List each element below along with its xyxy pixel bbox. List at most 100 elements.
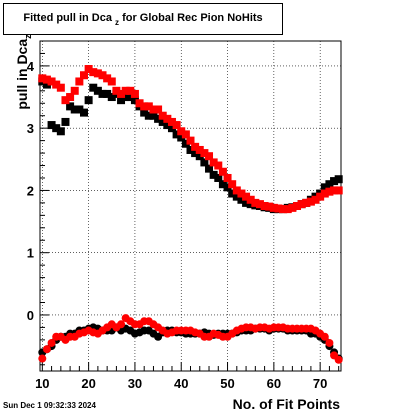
data-point: [38, 74, 47, 83]
data-point: [186, 136, 195, 145]
data-point: [117, 89, 126, 98]
data-point: [242, 198, 251, 207]
data-point: [93, 69, 102, 78]
data-point: [103, 74, 112, 83]
data-point: [42, 75, 51, 84]
data-point: [283, 205, 292, 214]
y-tick-label: 4: [27, 59, 35, 74]
data-point: [167, 117, 176, 126]
x-tick-label: 70: [313, 376, 327, 391]
x-axis-label: No. of Fit Points: [232, 396, 340, 412]
data-point: [154, 114, 163, 123]
data-point: [149, 105, 158, 114]
data-point: [228, 180, 237, 189]
data-point: [126, 93, 135, 102]
title-box: Fitted pull in Dca z for Global Rec Pion…: [3, 3, 283, 35]
data-point: [158, 111, 167, 120]
data-point: [237, 195, 246, 204]
data-point: [98, 71, 107, 80]
data-point: [320, 332, 329, 341]
data-point: [181, 130, 190, 139]
data-point: [279, 205, 288, 214]
data-point: [274, 204, 283, 213]
data-point: [66, 93, 75, 102]
data-point: [242, 192, 251, 201]
title-subscript: z: [115, 17, 120, 27]
data-point: [89, 68, 98, 77]
data-point: [325, 180, 334, 189]
data-point: [163, 114, 172, 123]
data-point: [320, 189, 329, 198]
data-point: [334, 355, 343, 364]
data-point: [228, 189, 237, 198]
data-point: [117, 96, 126, 105]
data-point: [140, 102, 149, 111]
data-point: [75, 77, 84, 86]
data-point: [191, 142, 200, 151]
data-point: [107, 93, 116, 102]
data-point: [121, 86, 130, 95]
data-point: [89, 83, 98, 92]
data-point: [144, 102, 153, 111]
data-point: [149, 111, 158, 120]
data-point: [246, 195, 255, 204]
data-point: [84, 96, 93, 105]
data-point: [195, 152, 204, 161]
data-point: [320, 183, 329, 192]
data-point: [167, 124, 176, 133]
data-point: [205, 152, 214, 161]
data-point: [200, 158, 209, 167]
data-point: [260, 202, 269, 210]
y-tick-label: 0: [27, 308, 34, 323]
data-point: [214, 173, 223, 182]
data-point: [269, 203, 278, 212]
x-tick-label: 30: [128, 376, 142, 391]
data-point: [218, 167, 227, 176]
data-point: [61, 96, 70, 105]
data-point: [135, 99, 144, 108]
data-point: [130, 96, 139, 105]
data-point: [177, 127, 186, 136]
data-point: [61, 117, 70, 126]
data-point: [172, 130, 181, 139]
data-point: [311, 195, 320, 204]
data-point: [334, 186, 343, 195]
y-tick-label: 3: [27, 121, 34, 136]
title-suffix: for Global Rec Pion NoHits: [119, 11, 263, 24]
data-point: [209, 158, 218, 167]
data-point: [223, 173, 232, 182]
data-point: [191, 149, 200, 158]
data-point: [316, 192, 325, 201]
data-point: [52, 80, 61, 89]
data-point: [265, 202, 274, 211]
data-point: [75, 105, 84, 114]
data-point: [70, 105, 79, 114]
data-point: [195, 145, 204, 154]
data-point: [117, 320, 126, 329]
data-point: [98, 89, 107, 98]
data-point: [237, 189, 246, 198]
x-tick-label: 60: [267, 376, 281, 391]
data-point: [158, 117, 167, 126]
data-point: [163, 121, 172, 130]
data-point: [232, 186, 241, 195]
data-point: [288, 203, 297, 212]
data-point: [126, 86, 135, 95]
data-point: [66, 102, 75, 111]
data-point: [38, 354, 47, 363]
data-point: [42, 345, 51, 354]
data-point: [79, 108, 88, 117]
data-point: [251, 198, 260, 207]
data-point: [306, 197, 315, 206]
x-tick-label: 10: [35, 376, 49, 391]
data-point: [186, 145, 195, 154]
data-point: [47, 121, 56, 130]
data-point: [103, 89, 112, 98]
data-point: [325, 338, 334, 347]
data-point: [177, 133, 186, 142]
data-point: [172, 121, 181, 130]
data-point: [302, 198, 311, 207]
data-point: [144, 111, 153, 120]
data-point: [246, 200, 255, 209]
